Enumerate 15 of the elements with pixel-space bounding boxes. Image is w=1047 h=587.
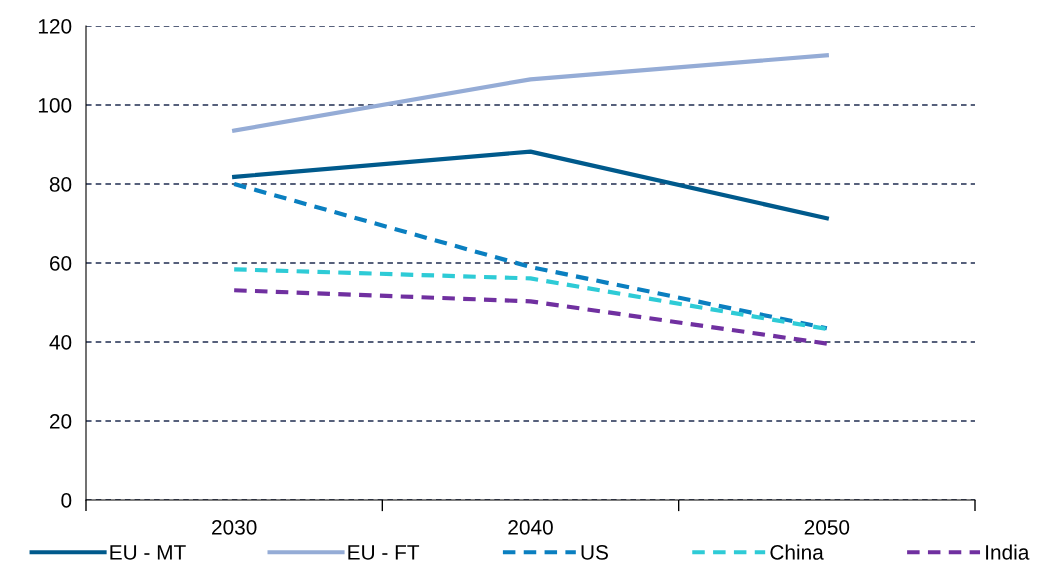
- legend-label: US: [581, 545, 608, 560]
- x-tick-label: 2050: [804, 519, 850, 535]
- legend-label: China: [770, 544, 824, 560]
- legend-label: EU - MT: [110, 545, 186, 560]
- x-tick-label: 2040: [508, 519, 553, 535]
- y-tick-label: 0: [61, 493, 72, 508]
- y-tick-label: 120: [38, 19, 72, 34]
- x-tick-label: 2030: [212, 519, 257, 535]
- legend-label: EU - FT: [348, 545, 420, 560]
- y-tick-label: 80: [49, 177, 72, 192]
- y-tick-label: 40: [49, 335, 72, 350]
- y-tick-label: 20: [49, 414, 72, 429]
- y-tick-label: 60: [50, 256, 72, 271]
- y-tick-label: 100: [38, 98, 72, 113]
- legend-label: India: [986, 544, 1030, 560]
